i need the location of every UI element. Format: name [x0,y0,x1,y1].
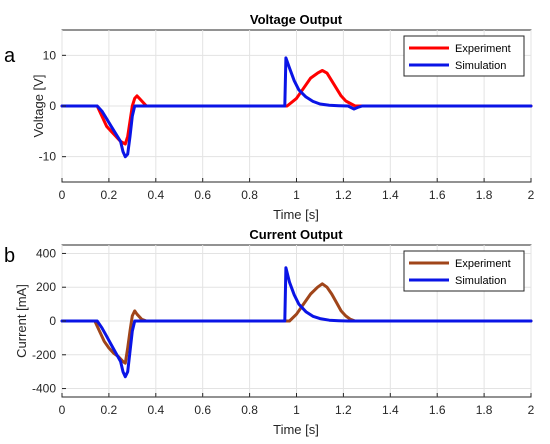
legend-box-current [403,250,525,292]
y-tick-label-current: -400 [32,382,56,396]
y-tick-label-voltage: 10 [43,48,57,62]
x-tick-label-current: 2 [528,403,535,417]
y-tick-label-voltage: 0 [49,99,56,113]
panel-letter-b: b [4,245,15,267]
legend-label-experiment-current: Experiment [455,258,511,270]
voltage-output-chart: a Voltage Output 0 0.2 0.4 0.6 0.8 1 1.2 1.4 1.6… [4,12,535,222]
x-tick-label-voltage: 0 [59,188,66,202]
x-axis-label-current: Time [s] [273,422,319,437]
series-line-simulation-voltage [60,56,533,159]
x-tick-label-current: 0 [59,403,66,417]
x-tick-label-voltage: 1.2 [335,188,352,202]
y-axis-label-voltage: Voltage [V] [31,75,46,138]
legend-label-experiment: Experiment [455,43,511,55]
legend-label-simulation: Simulation [455,60,506,72]
x-tick-label-current: 1 [293,403,300,417]
x-tick-label-voltage: 1.6 [429,188,446,202]
x-tick-label-voltage: 0.4 [147,188,164,202]
y-axis-label-current: Current [mA] [14,284,29,358]
y-tick-label-current: -200 [32,348,56,362]
x-tick-label-voltage: 0.8 [241,188,258,202]
legend-box-voltage [403,35,525,77]
y-tick-label-current: 400 [36,246,56,260]
chart-title-voltage: Voltage Output [250,12,343,27]
x-tick-label-voltage: 1 [293,188,300,202]
x-tick-label-current: 1.4 [382,403,399,417]
y-tick-label-current: 0 [49,314,56,328]
chart-title-current: Current Output [249,227,343,242]
y-tick-label-voltage: -10 [39,150,57,164]
x-tick-label-voltage: 0.6 [194,188,211,202]
series-line-simulation-current [60,266,533,379]
legend-label-simulation-current: Simulation [455,275,506,287]
x-tick-label-current: 1.6 [429,403,446,417]
x-tick-label-current: 0.6 [194,403,211,417]
ticks-current: 0 0.2 0.4 0.6 0.8 1 1.2 1.4 1.6 1.8 2 -400 -200 0 200 4… [32,246,535,417]
x-tick-label-current: 0.2 [101,403,118,417]
panel-letter-a: a [4,45,16,67]
x-tick-label-current: 0.8 [241,403,258,417]
x-tick-label-current: 1.2 [335,403,352,417]
series-voltage [60,56,533,159]
ticks-voltage: 0 0.2 0.4 0.6 0.8 1 1.2 1.4 1.6 1.8 2 -10 0 10 [39,48,535,202]
x-tick-label-voltage: 0.2 [101,188,118,202]
legend-current: Experiment Simulation [403,250,525,292]
x-axis-label-voltage: Time [s] [273,207,319,222]
current-output-chart: b Current Output 0 0.2 0.4 0.6 0.8 1 1.2 1.4 1.6… [4,227,535,437]
series-current [60,266,533,379]
x-tick-label-current: 0.4 [147,403,164,417]
y-tick-label-current: 200 [36,280,56,294]
x-tick-label-voltage: 1.8 [476,188,493,202]
x-tick-label-current: 1.8 [476,403,493,417]
x-tick-label-voltage: 2 [528,188,535,202]
x-tick-label-voltage: 1.4 [382,188,399,202]
legend-voltage: Experiment Simulation [403,35,525,77]
